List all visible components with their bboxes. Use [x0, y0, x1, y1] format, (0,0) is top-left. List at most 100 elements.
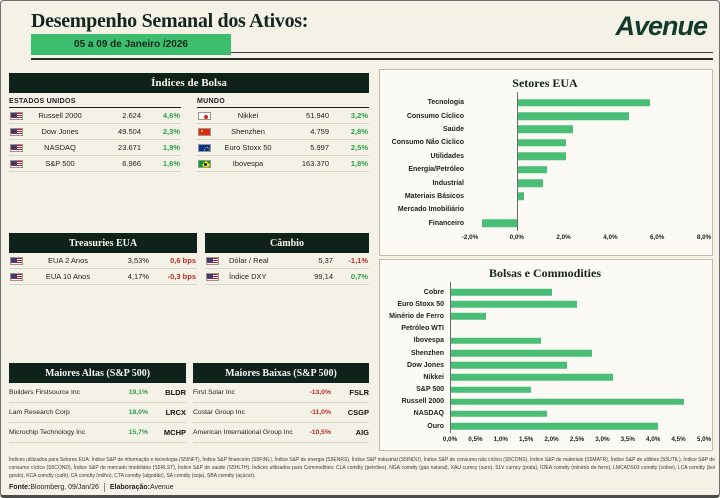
bar-row [470, 136, 704, 149]
stock-change: -13,0% [309, 389, 331, 396]
category-label: Utilidades [430, 152, 464, 160]
methodology-disclaimer: Índices utilizados para Setores EUA: Índ… [9, 457, 715, 479]
elaboration-value: Avenue [149, 484, 174, 492]
asset-value: 2.624 [122, 111, 141, 120]
us-flag-icon [10, 127, 23, 136]
top-gainers-header: Maiores Altas (S&P 500) [9, 363, 186, 383]
cambio-table-header: Câmbio [205, 233, 369, 253]
data-bar [516, 152, 566, 160]
category-label: Russell 2000 [401, 398, 444, 406]
asset-value: 3,53% [127, 256, 149, 265]
footer: Índices utilizados para Setores EUA: Índ… [9, 457, 715, 493]
category-label: Cobre [423, 288, 444, 296]
asset-value: 163.370 [301, 159, 329, 168]
chart-title: Bolsas e Commodities [489, 266, 601, 280]
category-label: Energia/Petróleo [408, 166, 464, 174]
us-flag-icon [10, 111, 23, 120]
markets-commodities-chart: Bolsas e Commodities Cobre Euro Stoxx 50 M… [379, 259, 713, 451]
indices-world-label: MUNDO [197, 93, 369, 108]
data-bar [516, 165, 548, 174]
category-label: Ouro [427, 422, 444, 430]
data-bar [450, 386, 532, 393]
category-label: Materiais Básicos [404, 192, 464, 200]
category-label: Mercado Imobiliário [397, 206, 464, 214]
asset-value: 4,17% [127, 272, 149, 281]
movers-up-body: Builders Firstsource Inc 19,1% BLDR Lam Res… [9, 383, 186, 443]
axis-tick-label: 6,0% [650, 233, 665, 241]
bar-row [450, 420, 704, 432]
bar-row [470, 217, 704, 230]
table-row: Dólar / Real 5,37 -1,1% [205, 253, 369, 269]
table-row: Shenzhen 4.759 2,8% [197, 124, 369, 140]
category-label: Saúde [442, 125, 464, 133]
axis-tick-label: 8,0% [696, 233, 712, 241]
axis-tick-label: 0,5% [468, 436, 483, 444]
asset-name: Nikkei [237, 111, 259, 120]
category-label: Financeiro [428, 219, 464, 227]
stock-ticker: CSGP [347, 408, 369, 417]
stock-name: Builders Firstsource Inc [9, 389, 81, 396]
table-row: Dow Jones 49.504 2,3% [9, 124, 181, 140]
data-bar [516, 98, 651, 107]
us-flag-icon [206, 256, 219, 265]
bar-row [470, 96, 704, 109]
eu-flag-icon [198, 143, 211, 152]
asset-change: 2,5% [350, 143, 368, 152]
category-label: Shenzhen [410, 349, 444, 357]
stock-change: 19,1% [128, 389, 148, 396]
asset-name: Russell 2000 [38, 111, 82, 120]
bar-row [450, 298, 704, 310]
asset-value: 49.504 [118, 127, 141, 136]
stock-ticker: BLDR [165, 388, 186, 397]
asset-name: Dólar / Real [229, 256, 269, 265]
data-bar [450, 301, 577, 308]
source-label: Fonte: [9, 484, 31, 492]
category-label: Industrial [432, 179, 464, 187]
data-bar [450, 337, 542, 345]
stock-name: American International Group Inc [193, 429, 293, 436]
us-sectors-chart: Setores EUA Tecnologia Consumo Cíclico Saú… [379, 69, 713, 256]
data-bar [516, 125, 573, 134]
table-row: First Solar Inc -13,0% FSLR [193, 383, 369, 403]
cn-flag-icon [198, 127, 211, 136]
category-label: Ibovespa [413, 337, 444, 345]
source-line: Fonte: Bloomberg, 09/Jan/26 Elaboração: … [9, 483, 715, 493]
chart-x-axis: -2,0% 0,0% 2,0% 4,0% 6,0% 8,0% [462, 233, 711, 246]
indices-world-body: Nikkei 51.940 3,2% Shenzhen 4.759 2,8% Euro St… [197, 108, 369, 172]
bar-row [470, 163, 704, 176]
asset-name: EUA 10 Anos [45, 272, 91, 281]
category-label: S&P 500 [416, 386, 444, 394]
stock-name: First Solar Inc [193, 389, 235, 396]
data-bar [450, 374, 613, 381]
table-row: S&P 500 6.966 1,6% [9, 156, 181, 172]
axis-tick-label: 0,0% [442, 436, 458, 444]
data-bar [450, 398, 684, 406]
br-flag-icon [198, 159, 211, 168]
category-label: NASDAQ [413, 410, 444, 418]
stock-ticker: MCHP [163, 428, 186, 437]
asset-change: 1,6% [162, 159, 180, 168]
header-rule-bottom [31, 58, 713, 60]
axis-tick-label: 3,0% [595, 436, 610, 444]
category-label: Dow Jones [407, 361, 444, 369]
table-row: Nikkei 51.940 3,2% [197, 108, 369, 124]
axis-tick-label: 3,5% [620, 436, 635, 444]
asset-change: -1,1% [348, 256, 368, 265]
avenue-logo: Avenue [615, 11, 708, 41]
chart-category-labels: Cobre Euro Stoxx 50 Minério de Ferro Petról… [386, 286, 450, 448]
bar-row [450, 335, 704, 347]
bar-row [450, 396, 704, 408]
stock-change: 15,7% [128, 429, 148, 436]
table-row: EUA 10 Anos 4,17% -0,3 bps [9, 269, 197, 285]
treasuries-table: Treasuries EUA EUA 2 Anos 3,53% 0,6 bps EUA… [9, 233, 197, 285]
axis-tick-label: 4,0% [603, 233, 618, 241]
source-value: Bloomberg, 09/Jan/26 [30, 484, 99, 492]
top-losers-header: Maiores Baixas (S&P 500) [193, 363, 369, 383]
elaboration-label: Elaboração: [109, 484, 150, 492]
indices-us-body: Russell 2000 2.624 4,6% Dow Jones 49.504 2,3%… [9, 108, 181, 172]
cambio-body: Dólar / Real 5,37 -1,1% Índice DXY 99,14 0,7% [205, 253, 369, 285]
stock-change: -10,5% [309, 429, 331, 436]
page-title: Desempenho Semanal dos Ativos: [31, 10, 309, 32]
asset-name: Shenzhen [231, 127, 265, 136]
category-label: Consumo Não Cíclico [391, 139, 464, 147]
